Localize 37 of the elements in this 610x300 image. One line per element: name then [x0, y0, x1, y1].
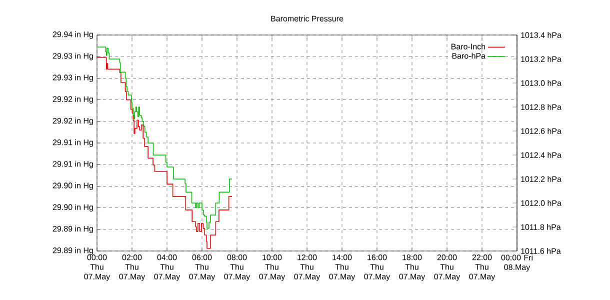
y2-tick-label: 1011.6 hPa [521, 248, 561, 254]
x-tick-label: 00:00 Thu 07.May [84, 254, 110, 281]
y2-tick-label: 1012.6 hPa [521, 128, 562, 134]
x-tick-label: 04:00 Thu 07.May [154, 254, 180, 281]
x-tick-label: 02:00 Thu 07.May [119, 254, 146, 281]
y2-tick-label: 1012.2 hPa [521, 176, 562, 182]
y2-tick-label: 1011.8 hPa [521, 224, 561, 230]
y-tick-label: 29.94 in Hg [52, 31, 93, 39]
x-tick-label: 22:00 Thu 07.May [469, 254, 496, 281]
y2-tick-label: 1013.4 hPa [521, 32, 562, 38]
y-tick-label: 29.93 in Hg [52, 52, 93, 60]
y-tick-label: 29.90 in Hg [52, 182, 93, 190]
y-tick-label: 29.92 in Hg [52, 118, 93, 126]
y2-tick-label: 1012.0 hPa [521, 200, 562, 206]
chart-title: Barometric Pressure [271, 16, 344, 22]
x-tick-label: 12:00 Thu 07.May [294, 254, 320, 281]
y-tick-label: 29.93 in Hg [52, 74, 93, 82]
y-tick-label: 29.89 in Hg [52, 226, 93, 234]
y-tick-label: 29.90 in Hg [52, 204, 93, 212]
x-tick-label: 06:00 Thu 07.May [189, 254, 216, 281]
x-tick-label: 20:00 Thu 07.May [434, 254, 460, 281]
legend-label: Baro-hPa [452, 52, 486, 59]
x-tick-label: 00:00 Fri 08.May [501, 254, 532, 272]
y2-tick-label: 1012.4 hPa [521, 152, 562, 158]
y2-tick-label: 1012.8 hPa [521, 104, 562, 110]
y-tick-label: 29.92 in Hg [52, 96, 93, 104]
x-tick-label: 08:00 Thu 07.May [224, 254, 250, 281]
y-tick-label: 29.91 in Hg [52, 160, 93, 168]
x-tick-label: 18:00 Thu 07.May [399, 254, 426, 281]
y-tick-label: 29.89 in Hg [52, 247, 93, 255]
y-tick-label: 29.91 in Hg [52, 139, 93, 147]
legend-label: Baro-Inch [452, 44, 486, 50]
x-tick-label: 14:00 Thu 07.May [329, 254, 356, 281]
y2-tick-label: 1013.0 hPa [521, 80, 562, 86]
y2-tick-label: 1013.2 hPa [521, 56, 562, 62]
x-tick-label: 16:00 Thu 07.May [364, 254, 390, 281]
x-tick-label: 10:00 Thu 07.May [259, 254, 286, 281]
